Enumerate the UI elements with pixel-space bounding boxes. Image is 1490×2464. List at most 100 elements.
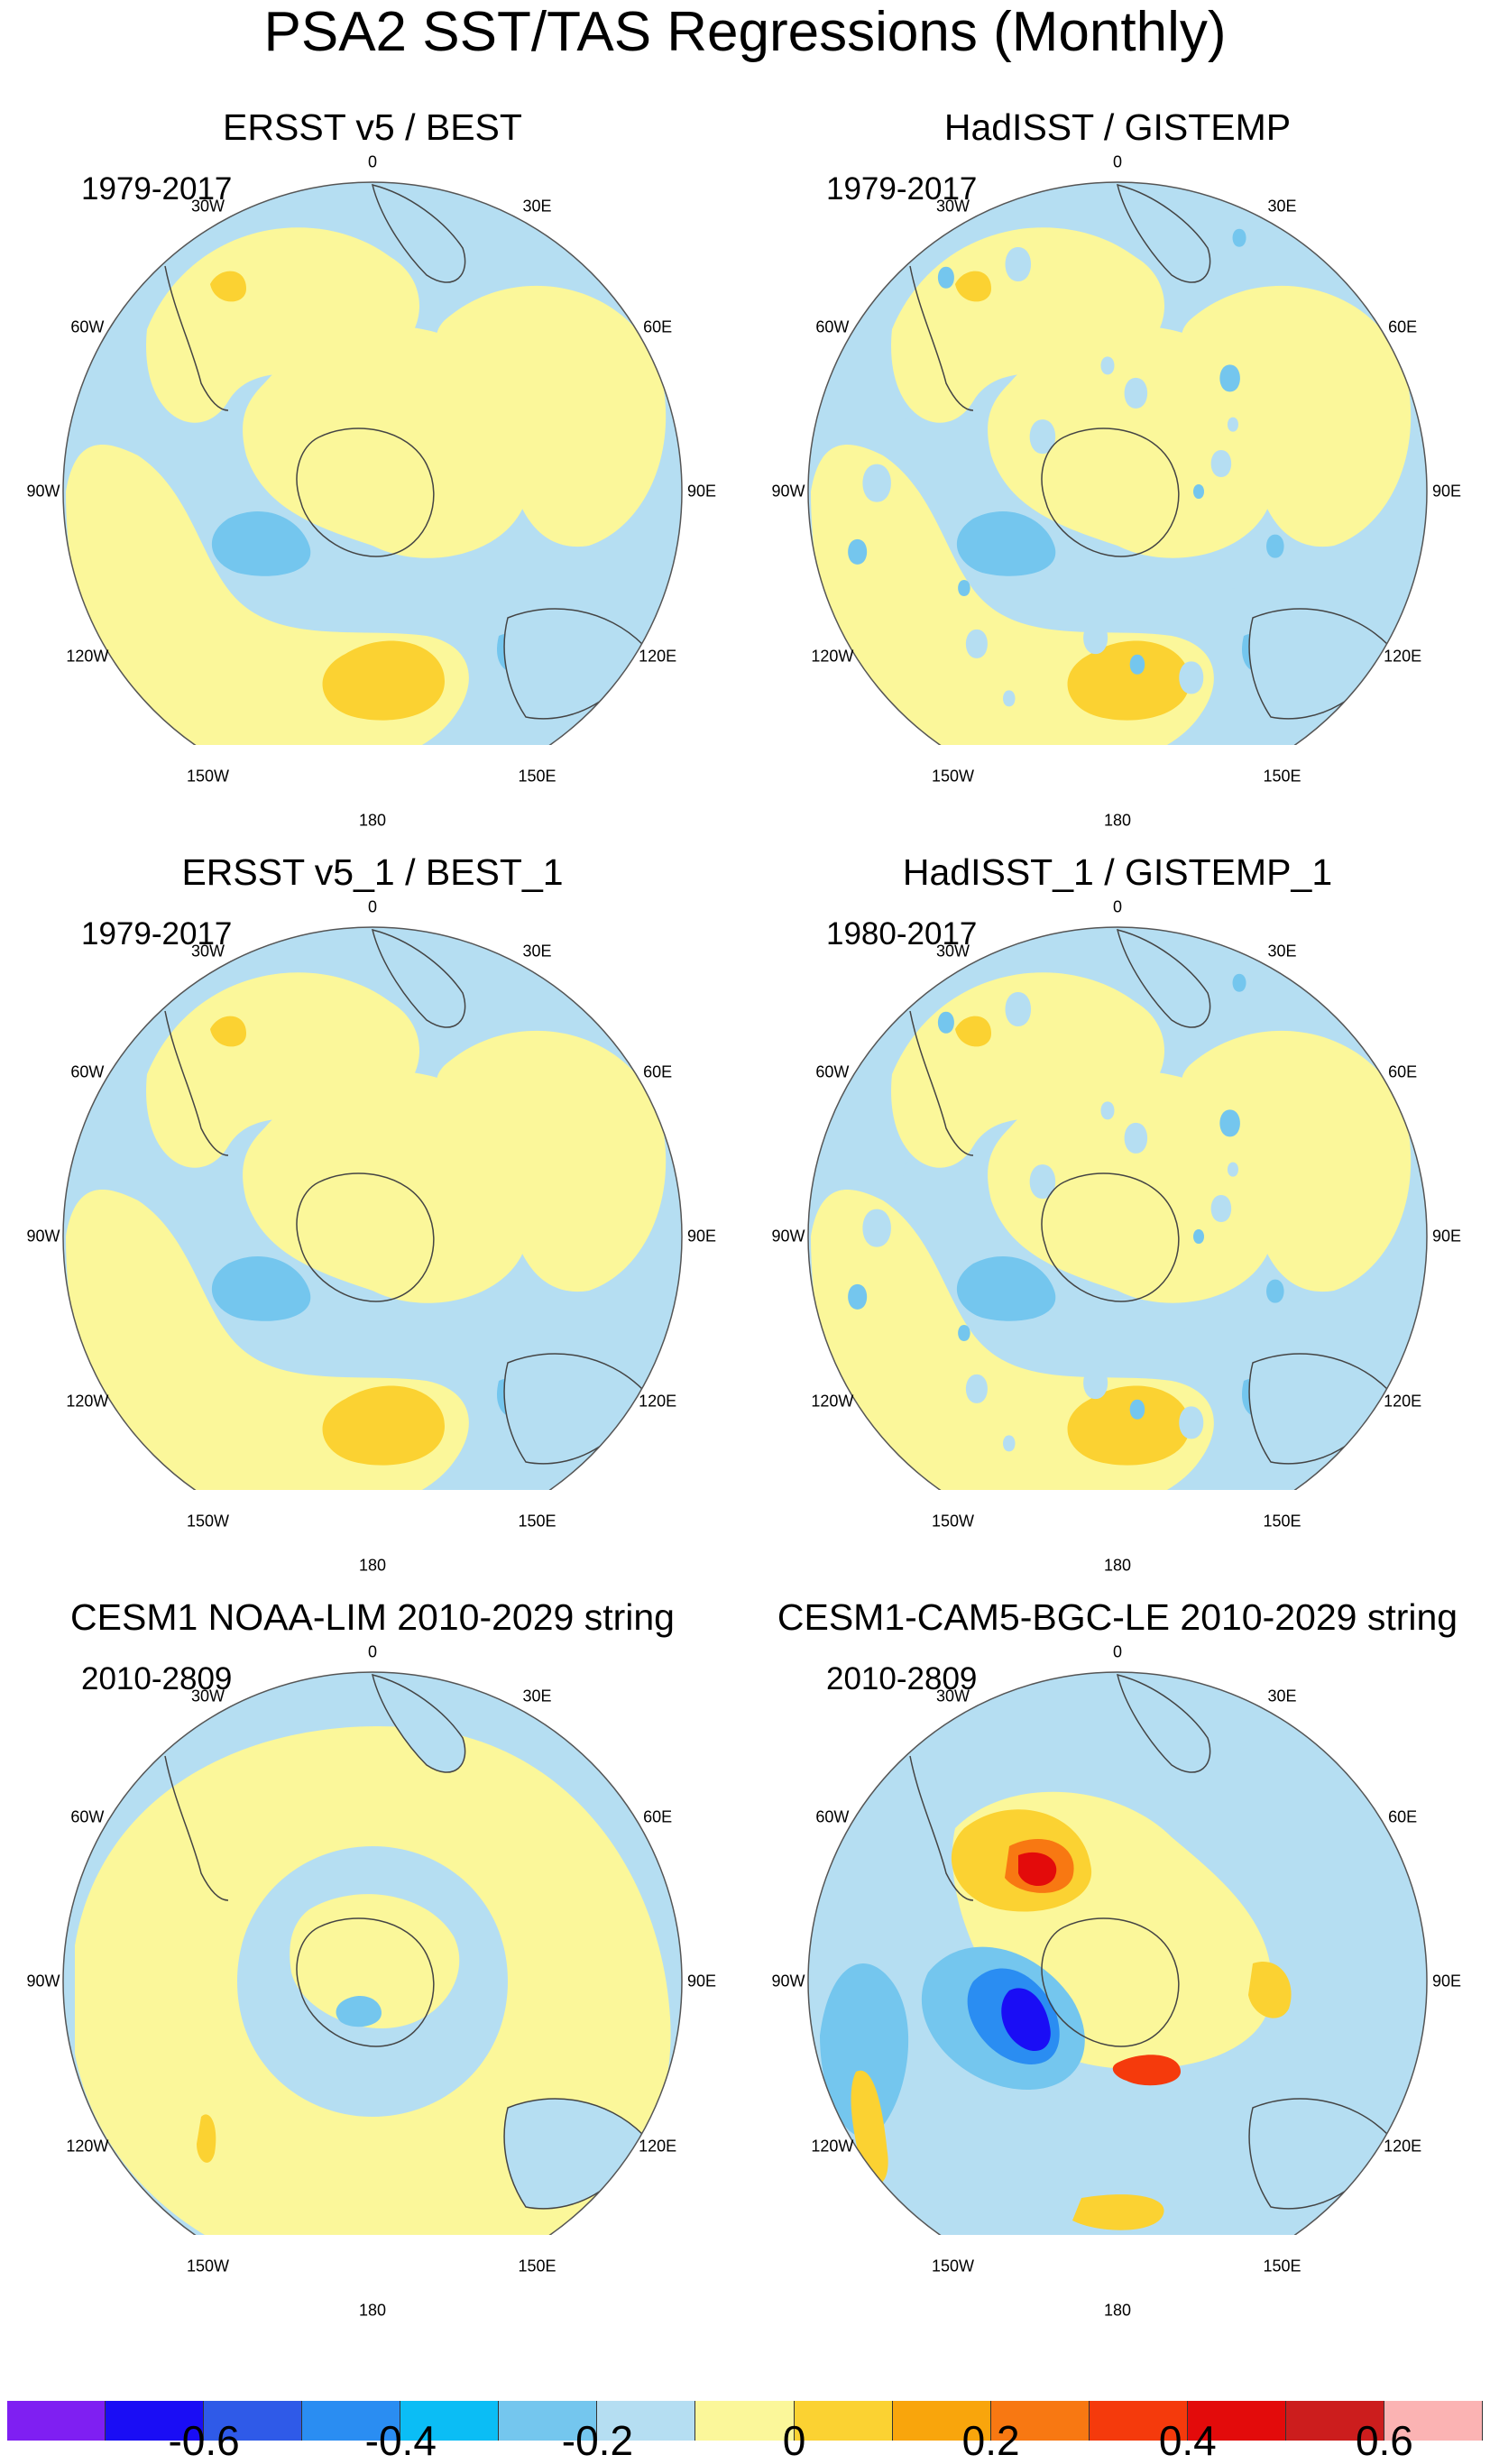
warm-anomaly-small	[955, 1016, 991, 1047]
longitude-label: 150W	[931, 767, 975, 786]
longitude-label: 30W	[190, 1687, 225, 1705]
panel-title: HadISST / GISTEMP	[943, 106, 1292, 148]
map-border	[807, 181, 1428, 745]
noise-patch	[1179, 1406, 1204, 1439]
noise-patch	[1266, 1279, 1284, 1303]
longitude-label: 0	[1112, 152, 1123, 171]
warm-anomaly-indian	[437, 1030, 667, 1292]
longitude-label: 60E	[643, 1807, 673, 1825]
map-border	[62, 1671, 683, 2235]
map-panel: CESM1 NOAA-LIM 2010-2029 string 2010-2809…	[0, 1490, 745, 2320]
longitude-label: 90E	[1431, 1227, 1462, 1246]
longitude-label: 150E	[518, 1512, 556, 1531]
noise-patch	[1124, 377, 1148, 409]
longitude-label: 90W	[26, 1972, 60, 1991]
polar-map	[807, 1671, 1428, 2235]
warm-anomaly-antarctic	[988, 1071, 1282, 1303]
longitude-label: 120E	[1384, 647, 1422, 665]
map-border	[62, 926, 683, 1490]
longitude-label: 120E	[639, 647, 677, 665]
longitude-label: 180	[358, 1556, 387, 1575]
longitude-label: 120W	[811, 2137, 854, 2155]
warm-anomaly-atlantic	[891, 972, 1165, 1168]
panel-period: 1980-2017	[826, 916, 978, 952]
south-america-coast	[909, 1010, 974, 1156]
longitude-label: 0	[1112, 897, 1123, 916]
noise-patch	[965, 1374, 988, 1403]
noise-patch	[1219, 1109, 1240, 1137]
longitude-label: 30E	[522, 942, 552, 961]
panel-period: 2010-2809	[81, 1661, 233, 1696]
antarctica-outline	[296, 428, 435, 557]
noise-patch	[1227, 1162, 1238, 1177]
longitude-label: 0	[1112, 1642, 1123, 1661]
longitude-label: 150E	[518, 2257, 556, 2276]
noise-patch	[1220, 552, 1248, 589]
longitude-label: 60W	[815, 317, 850, 336]
longitude-label: 120W	[66, 2137, 109, 2155]
colorbar	[7, 2401, 1483, 2441]
panel-title: ERSST v5 / BEST	[223, 106, 522, 148]
longitude-label: 60W	[70, 1062, 105, 1080]
longitude-label: 0	[367, 152, 378, 171]
longitude-label: 150W	[186, 2257, 230, 2276]
warm-anomaly-atlantic	[891, 227, 1165, 423]
noise-patch	[1219, 364, 1240, 392]
colorbar-box	[7, 2401, 106, 2441]
longitude-label: 90W	[26, 482, 60, 501]
longitude-label: 90W	[771, 1227, 805, 1246]
colorbar-box	[400, 2401, 500, 2441]
longitude-label: 180	[1103, 2301, 1132, 2320]
antarctica-outline	[1041, 1172, 1180, 1302]
noise-patch	[903, 1161, 923, 1187]
africa-land	[1116, 1673, 1211, 1773]
cool-anomaly-3	[1001, 1988, 1051, 2052]
noise-patch	[1129, 654, 1145, 675]
warm-anomaly-strong	[1067, 1385, 1190, 1466]
panel-title: HadISST_1 / GISTEMP_1	[902, 851, 1333, 893]
polar-map	[62, 181, 683, 745]
colorbar-box	[499, 2401, 598, 2441]
noise-patch	[1029, 1164, 1056, 1200]
colorbar-box	[1089, 2401, 1188, 2441]
warm-anomaly-strong	[1067, 640, 1190, 721]
longitude-label: 150E	[1263, 1512, 1301, 1531]
polar-map	[807, 181, 1428, 745]
longitude-label: 90W	[771, 1972, 805, 1991]
cool-anomaly-small	[336, 1995, 382, 2027]
south-america-coast	[909, 265, 974, 411]
warm-anomaly-small	[210, 1016, 246, 1047]
longitude-label: 180	[1103, 811, 1132, 830]
longitude-label: 60E	[643, 1062, 673, 1080]
panel-period: 1979-2017	[81, 916, 233, 952]
noise-patch	[1100, 356, 1115, 375]
cool-anomaly-pacific	[211, 1255, 311, 1321]
longitude-label: 60E	[643, 317, 673, 336]
colorbar-box	[892, 2401, 991, 2441]
longitude-label: 150E	[1263, 767, 1301, 786]
map-panel: HadISST_1 / GISTEMP_1 1980-2017 0 30E 60E 90E…	[745, 745, 1490, 1575]
longitude-label: 60E	[1388, 317, 1418, 336]
warm-anomaly-antarctic	[243, 326, 537, 558]
africa-land	[371, 1673, 466, 1773]
noise-patch	[1002, 690, 1016, 707]
warm-anomaly-small	[955, 271, 991, 302]
noise-patch	[965, 629, 988, 658]
noise-patch	[848, 1283, 868, 1310]
longitude-label: 120E	[1384, 2137, 1422, 2155]
noise-patch	[903, 416, 923, 442]
longitude-label: 30E	[1267, 197, 1297, 216]
noise-patch	[1083, 621, 1108, 655]
noise-patch	[1179, 661, 1204, 694]
longitude-label: 150E	[518, 767, 556, 786]
warm-anomaly-3	[1018, 1852, 1057, 1887]
longitude-label: 150W	[186, 1512, 230, 1531]
warm-anomaly-strip	[197, 2114, 216, 2163]
noise-patch	[1193, 484, 1204, 499]
south-america-coast	[164, 1755, 229, 1901]
antarctica-outline	[1041, 1917, 1180, 2047]
longitude-label: 120W	[811, 1392, 854, 1410]
noise-patch	[1002, 1435, 1016, 1452]
longitude-label: 120W	[66, 1392, 109, 1410]
noise-patch	[958, 1325, 970, 1342]
